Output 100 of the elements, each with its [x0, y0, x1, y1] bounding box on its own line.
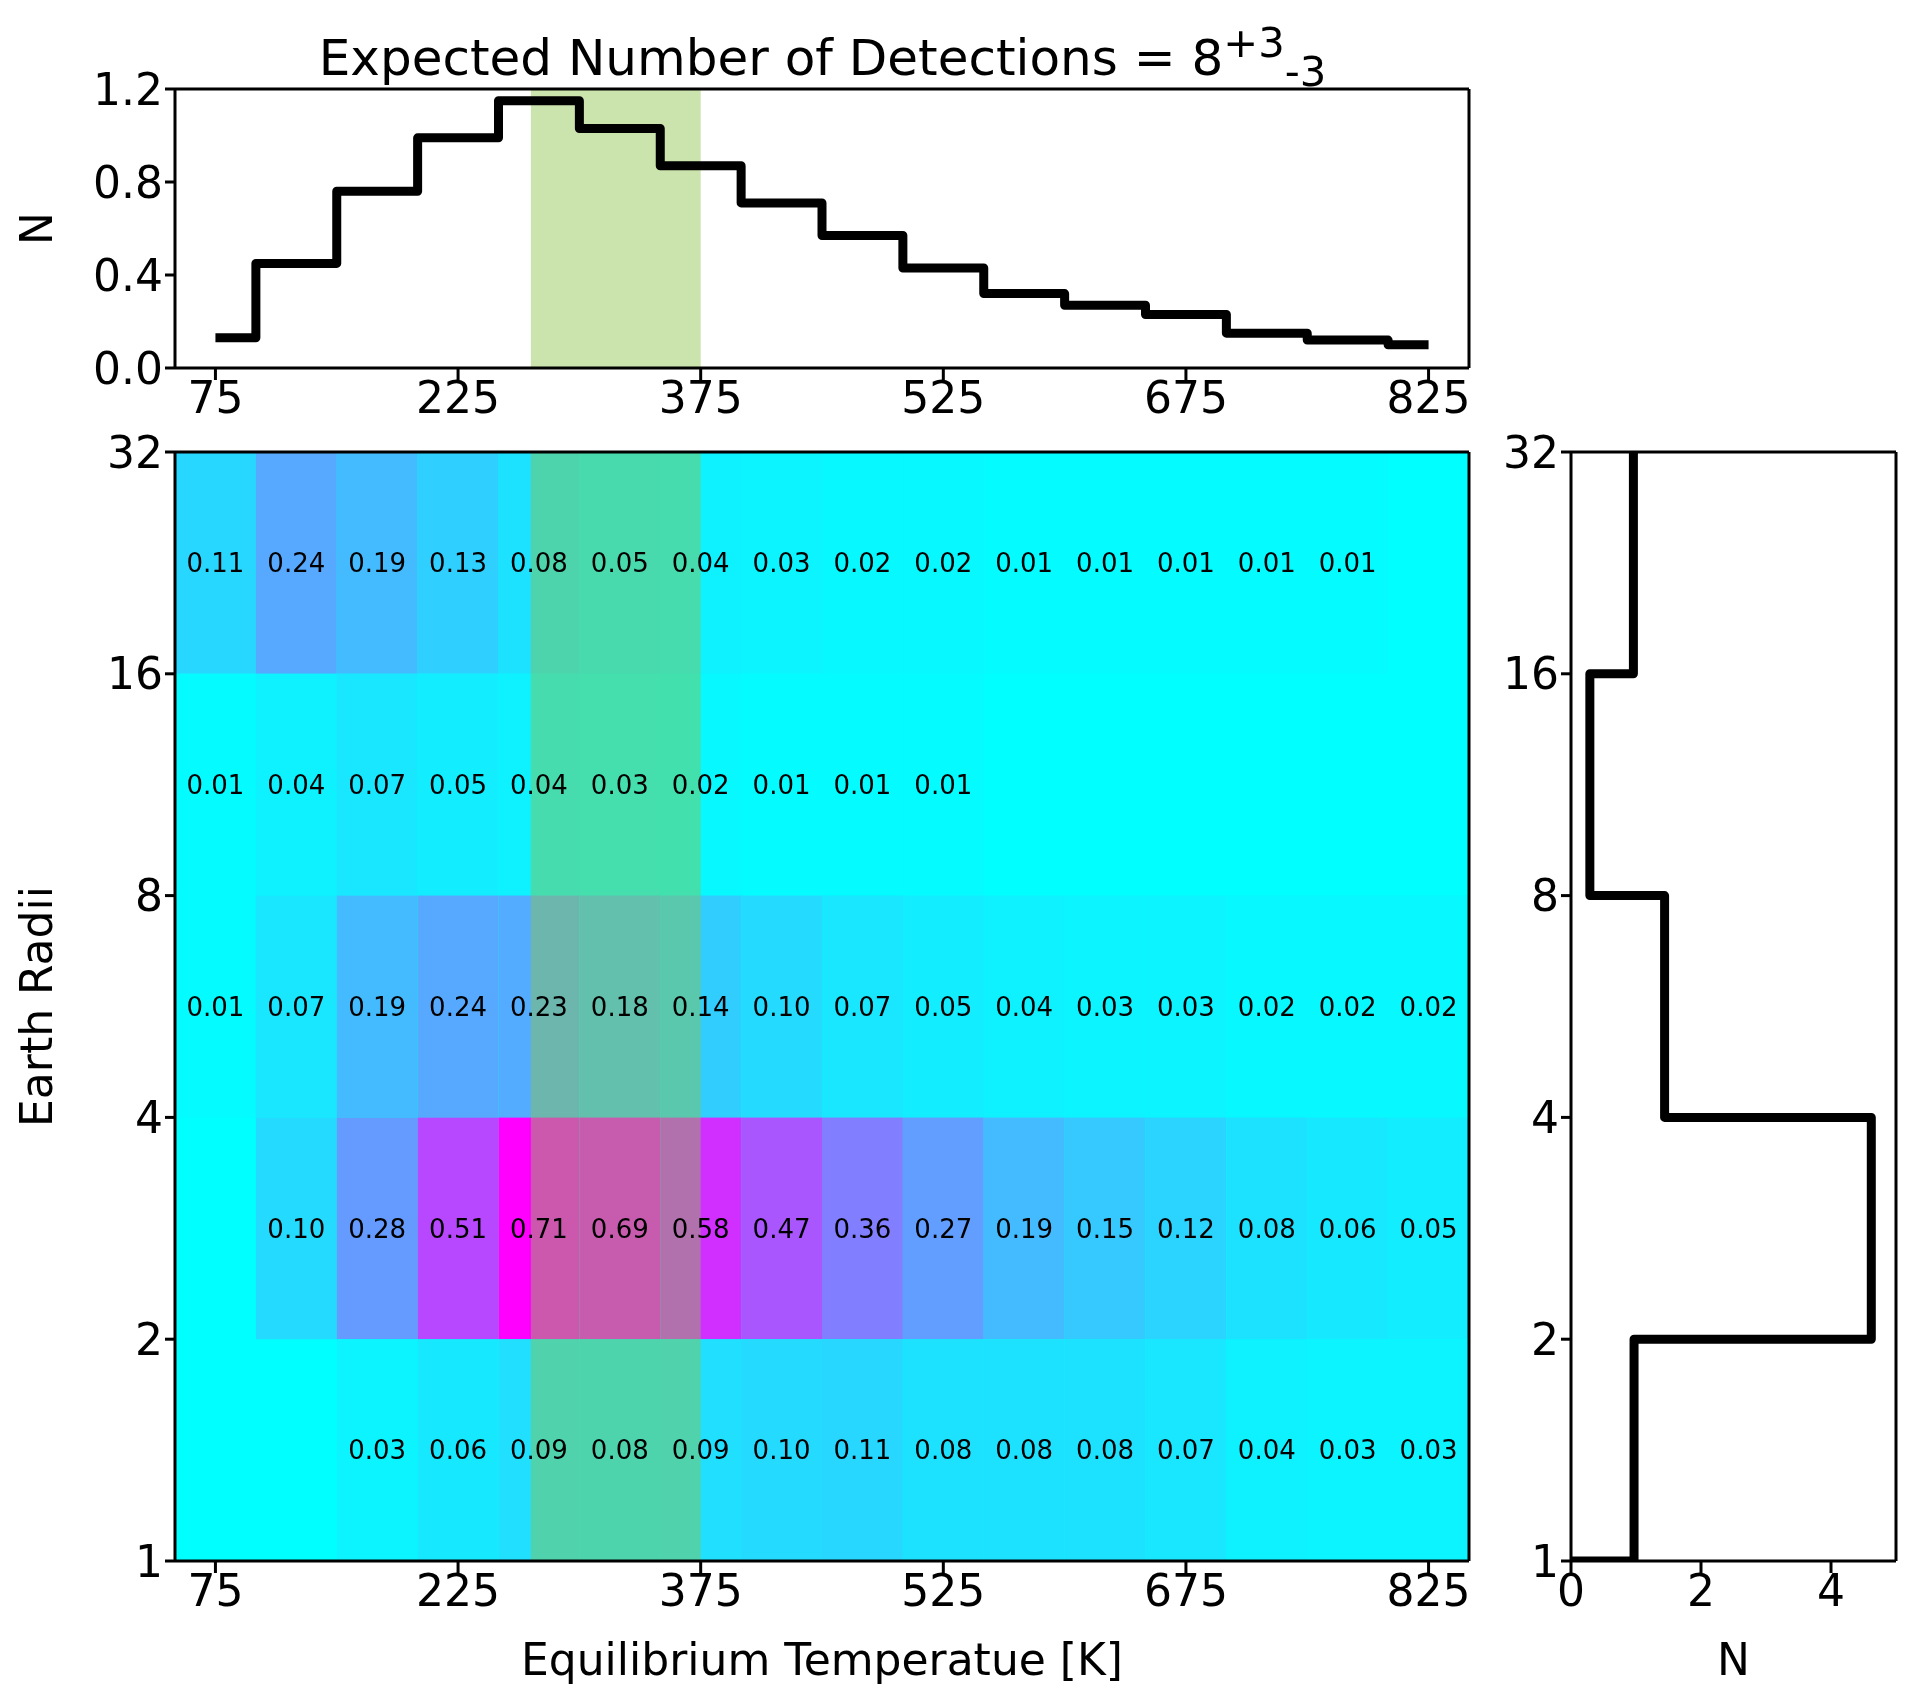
- x-tick-label: 225: [416, 1565, 501, 1617]
- data-label: 0.07: [267, 991, 326, 1022]
- x-tick-label: 375: [658, 1565, 743, 1617]
- data-label: 0.04: [671, 548, 730, 579]
- x-tick-label: 675: [1143, 372, 1228, 424]
- x-tick-label: 675: [1143, 1565, 1228, 1617]
- data-label: 0.01: [186, 991, 245, 1022]
- data-label: 0.06: [429, 1435, 488, 1466]
- data-label: 0.07: [348, 769, 407, 800]
- data-label: 0.03: [1076, 991, 1135, 1022]
- x-tick-label: 2: [1687, 1565, 1715, 1617]
- data-label: 0.01: [1237, 548, 1296, 579]
- data-label: 0.01: [186, 769, 245, 800]
- x-tick-label: 525: [901, 372, 986, 424]
- data-label: 0.01: [914, 769, 973, 800]
- data-label: 0.03: [1399, 1435, 1458, 1466]
- data-label: 0.04: [995, 991, 1054, 1022]
- data-label: 0.08: [590, 1435, 649, 1466]
- data-label: 0.13: [429, 548, 488, 579]
- data-label: 0.36: [833, 1213, 892, 1244]
- data-label: 0.01: [833, 769, 892, 800]
- data-label: 0.19: [348, 991, 407, 1022]
- data-label: 0.10: [752, 1435, 811, 1466]
- data-label: 0.05: [429, 769, 488, 800]
- data-label: 0.08: [1076, 1435, 1135, 1466]
- data-label: 0.03: [348, 1435, 407, 1466]
- data-label: 0.14: [671, 991, 730, 1022]
- data-label: 0.02: [1318, 991, 1377, 1022]
- y-tick-label: 2: [135, 1313, 163, 1365]
- y-tick-label: 0.8: [93, 156, 163, 208]
- data-label: 0.02: [671, 769, 730, 800]
- y-tick-label: 0.4: [93, 249, 163, 301]
- y-axis-title: Earth Radii: [10, 886, 62, 1127]
- data-label: 0.11: [833, 1435, 892, 1466]
- data-label: 0.08: [1237, 1213, 1296, 1244]
- y-tick-label: 32: [107, 426, 163, 478]
- data-label: 0.05: [1399, 1213, 1458, 1244]
- x-tick-label: 825: [1386, 1565, 1471, 1617]
- data-label: 0.28: [348, 1213, 407, 1244]
- data-label: 0.08: [995, 1435, 1054, 1466]
- y-tick-label: 8: [135, 870, 163, 922]
- data-label: 0.05: [590, 548, 649, 579]
- y-tick-label: 4: [135, 1092, 163, 1144]
- data-label: 0.15: [1076, 1213, 1135, 1244]
- x-axis-title: Equilibrium Temperatue [K]: [520, 1634, 1124, 1685]
- y-tick-label: 0.0: [93, 342, 163, 394]
- data-label: 0.02: [833, 548, 892, 579]
- data-label: 0.24: [429, 991, 488, 1022]
- data-label: 0.02: [1237, 991, 1296, 1022]
- data-label: 0.06: [1318, 1213, 1377, 1244]
- x-tick-label: 375: [658, 372, 743, 424]
- data-label: 0.19: [995, 1213, 1054, 1244]
- data-label: 0.03: [1318, 1435, 1377, 1466]
- x-tick-label: 75: [187, 1565, 244, 1617]
- data-label: 0.19: [348, 548, 407, 579]
- data-label: 0.01: [1318, 548, 1377, 579]
- data-label: 0.24: [267, 548, 326, 579]
- data-label: 0.04: [267, 769, 326, 800]
- data-label: 0.02: [914, 548, 973, 579]
- data-label: 0.47: [752, 1213, 811, 1244]
- data-label: 0.08: [914, 1435, 973, 1466]
- y-tick-label: 1.2: [93, 63, 163, 115]
- data-label: 0.07: [1156, 1435, 1215, 1466]
- data-label: 0.27: [914, 1213, 973, 1244]
- data-label: 0.08: [509, 548, 568, 579]
- x-tick-label: 4: [1817, 1565, 1845, 1617]
- y-tick-label: 16: [107, 648, 163, 700]
- x-tick-label: 225: [416, 372, 501, 424]
- data-label: 0.12: [1156, 1213, 1215, 1244]
- data-label: 0.01: [995, 548, 1054, 579]
- data-label: 0.07: [833, 991, 892, 1022]
- data-label: 0.09: [671, 1435, 730, 1466]
- data-label: 0.04: [1237, 1435, 1296, 1466]
- data-label: 0.18: [590, 991, 649, 1022]
- data-label: 0.51: [429, 1213, 488, 1244]
- data-label: 0.71: [509, 1213, 568, 1244]
- y-tick-label: 16: [1503, 648, 1559, 700]
- data-label: 0.02: [1399, 991, 1458, 1022]
- data-label: 0.10: [752, 991, 811, 1022]
- data-label: 0.01: [1156, 548, 1215, 579]
- data-label: 0.03: [752, 548, 811, 579]
- data-label: 0.23: [509, 991, 568, 1022]
- data-label: 0.01: [752, 769, 811, 800]
- y-tick-label: 1: [135, 1535, 163, 1587]
- data-label: 0.04: [509, 769, 568, 800]
- y-tick-label: 32: [1503, 426, 1559, 478]
- x-axis-title: N: [1717, 1634, 1750, 1685]
- data-label: 0.01: [1076, 548, 1135, 579]
- x-tick-label: 75: [187, 372, 244, 424]
- data-label: 0.11: [186, 548, 245, 579]
- x-tick-label: 525: [901, 1565, 986, 1617]
- data-label: 0.09: [509, 1435, 568, 1466]
- x-tick-label: 0: [1557, 1565, 1585, 1617]
- data-label: 0.10: [267, 1213, 326, 1244]
- data-label: 0.03: [590, 769, 649, 800]
- y-tick-label: 2: [1531, 1313, 1559, 1365]
- y-tick-label: 4: [1531, 1092, 1559, 1144]
- x-tick-label: 825: [1386, 372, 1471, 424]
- data-label: 0.05: [914, 991, 973, 1022]
- y-axis-title: N: [10, 212, 62, 245]
